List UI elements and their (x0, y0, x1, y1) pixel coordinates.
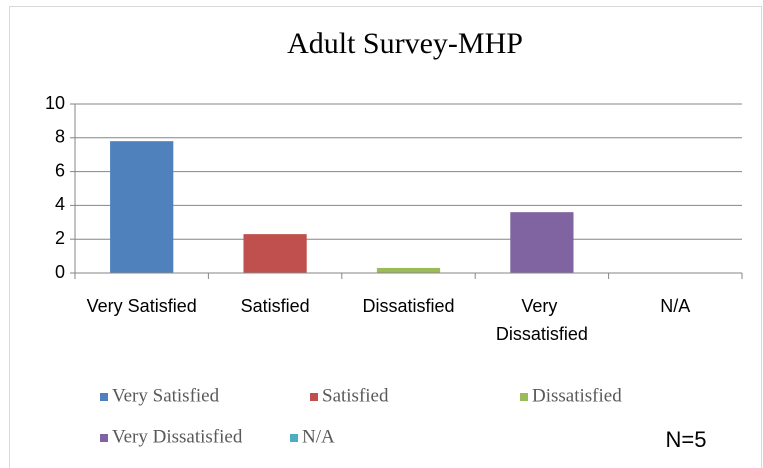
legend-label: N/A (302, 426, 335, 447)
y-tick-label: 8 (55, 127, 65, 147)
y-tick-label: 6 (55, 160, 65, 180)
x-tick-label: N/A (660, 296, 690, 316)
x-tick-label: Very Dissatisfied (496, 296, 588, 344)
legend-label: Very Dissatisfied (112, 426, 243, 447)
bar (510, 212, 574, 273)
legend-swatch (310, 393, 318, 401)
bar (243, 234, 307, 273)
legend-label: Satisfied (322, 385, 389, 406)
y-tick-label: 4 (55, 194, 65, 214)
legend-swatch (520, 393, 528, 401)
y-tick-label: 10 (45, 93, 65, 113)
legend-label: Very Satisfied (112, 385, 220, 406)
legend-label: Dissatisfied (532, 385, 622, 406)
legend-swatch (290, 434, 298, 442)
y-tick-label: 2 (55, 228, 65, 248)
y-tick-label: 0 (55, 262, 65, 282)
annotation: N=5 (666, 427, 707, 452)
legend-swatch (100, 393, 108, 401)
x-tick-label: Very Satisfied (87, 296, 197, 316)
x-tick-label: Dissatisfied (362, 296, 454, 316)
x-tick-label: Satisfied (241, 296, 310, 316)
legend-swatch (100, 434, 108, 442)
bar (110, 141, 174, 273)
bar (376, 267, 441, 273)
chart-title: Adult Survey-MHP (287, 27, 523, 60)
